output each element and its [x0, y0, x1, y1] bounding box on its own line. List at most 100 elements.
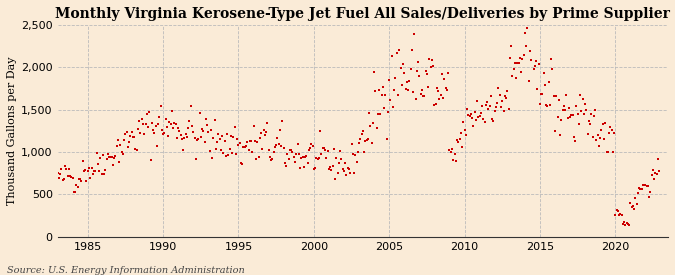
Point [52, 170, 63, 175]
Point [387, 104, 398, 109]
Point [202, 123, 213, 127]
Point [240, 143, 251, 148]
Point [600, 121, 611, 125]
Point [97, 152, 108, 157]
Point [381, 137, 392, 141]
Point [223, 153, 234, 157]
Point [419, 94, 430, 98]
Point [354, 141, 364, 145]
Point [306, 142, 317, 146]
Point [408, 89, 418, 94]
Point [507, 74, 518, 79]
Point [338, 167, 348, 171]
Point [271, 143, 281, 147]
Point [78, 159, 88, 163]
Point [308, 167, 319, 172]
Point [225, 134, 236, 138]
Point [132, 126, 143, 131]
Point [144, 110, 155, 114]
Point [78, 169, 89, 174]
Point [268, 150, 279, 155]
Point [100, 168, 111, 173]
Point [273, 142, 284, 146]
Point [538, 71, 549, 75]
Point [364, 111, 375, 115]
Point [412, 60, 423, 64]
Point [231, 152, 242, 157]
Point [610, 212, 621, 217]
Point [522, 26, 533, 30]
Point [399, 70, 410, 75]
Point [564, 106, 574, 111]
Point [543, 80, 554, 84]
Point [333, 161, 344, 166]
Point [502, 89, 513, 93]
Point [298, 165, 309, 169]
Point [647, 167, 658, 172]
Point [275, 128, 286, 133]
Point [355, 136, 366, 141]
Point [477, 103, 487, 108]
Point [242, 140, 252, 145]
Point [501, 96, 512, 100]
Point [65, 174, 76, 178]
Point [221, 154, 232, 158]
Point [653, 157, 664, 161]
Point [227, 150, 238, 155]
Point [384, 78, 395, 82]
Point [348, 170, 359, 175]
Point [449, 152, 460, 156]
Point [316, 152, 327, 156]
Point [277, 119, 288, 123]
Point [595, 136, 605, 140]
Point [551, 94, 562, 98]
Point [87, 172, 98, 177]
Point [578, 112, 589, 117]
Point [212, 140, 223, 145]
Point [475, 114, 485, 119]
Point [218, 151, 229, 156]
Point [459, 128, 470, 132]
Point [344, 167, 354, 171]
Point [284, 157, 294, 161]
Point [352, 150, 363, 154]
Point [494, 93, 505, 98]
Point [630, 196, 641, 200]
Point [153, 122, 163, 127]
Point [340, 161, 350, 166]
Point [416, 88, 427, 92]
Point [269, 145, 280, 149]
Point [606, 128, 617, 133]
Point [141, 112, 152, 116]
Point [322, 149, 333, 153]
Point [435, 92, 446, 97]
Point [628, 206, 639, 211]
Point [367, 121, 378, 125]
Point [537, 92, 548, 96]
Point [517, 57, 528, 62]
Point [169, 121, 180, 125]
Point [259, 133, 270, 137]
Point [510, 61, 520, 65]
Point [574, 92, 585, 97]
Point [173, 125, 184, 130]
Point [468, 123, 479, 128]
Point [548, 94, 559, 98]
Point [437, 72, 448, 76]
Point [454, 136, 465, 141]
Point [272, 136, 283, 140]
Point [631, 201, 642, 206]
Point [262, 121, 273, 126]
Point [128, 135, 138, 140]
Point [568, 135, 579, 139]
Point [424, 57, 435, 61]
Point [466, 116, 477, 120]
Point [62, 174, 73, 178]
Point [380, 93, 391, 97]
Point [497, 99, 508, 104]
Point [248, 124, 259, 128]
Point [460, 133, 471, 138]
Point [421, 72, 432, 76]
Point [545, 103, 556, 108]
Point [285, 148, 296, 152]
